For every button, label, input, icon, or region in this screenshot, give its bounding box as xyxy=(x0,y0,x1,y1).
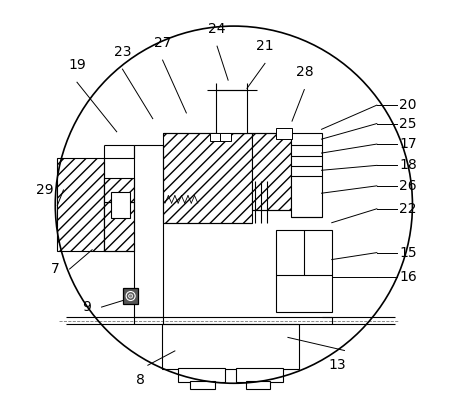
Bar xyxy=(276,230,332,312)
Bar xyxy=(111,192,130,218)
Text: 22: 22 xyxy=(399,202,417,216)
Text: 19: 19 xyxy=(68,58,86,72)
Text: 20: 20 xyxy=(399,98,417,112)
Text: 23: 23 xyxy=(114,45,131,59)
Text: 21: 21 xyxy=(256,39,274,53)
Bar xyxy=(246,381,270,388)
Text: 27: 27 xyxy=(154,36,171,50)
Bar xyxy=(210,134,220,141)
Bar xyxy=(123,288,138,304)
Text: 29: 29 xyxy=(36,183,53,197)
Text: 13: 13 xyxy=(328,358,346,372)
Text: 25: 25 xyxy=(399,117,417,131)
Bar xyxy=(252,134,291,210)
Text: 7: 7 xyxy=(50,262,59,276)
Bar xyxy=(162,134,252,223)
Bar xyxy=(190,381,215,388)
Bar xyxy=(57,158,105,252)
Text: 16: 16 xyxy=(399,270,417,284)
Circle shape xyxy=(129,294,133,298)
Bar xyxy=(216,90,247,134)
Text: 28: 28 xyxy=(295,65,313,79)
Bar xyxy=(105,178,134,202)
Text: 15: 15 xyxy=(399,246,417,260)
Bar xyxy=(220,134,231,141)
Text: 17: 17 xyxy=(399,137,417,151)
Bar xyxy=(276,128,292,139)
Bar xyxy=(178,368,225,383)
Bar xyxy=(236,368,283,383)
Text: 18: 18 xyxy=(399,158,417,172)
Bar xyxy=(291,134,322,217)
Text: 9: 9 xyxy=(82,300,91,314)
Text: 24: 24 xyxy=(208,22,226,36)
Bar xyxy=(162,324,299,369)
Text: 26: 26 xyxy=(399,179,417,193)
Text: 8: 8 xyxy=(136,373,145,387)
Bar xyxy=(105,202,134,252)
